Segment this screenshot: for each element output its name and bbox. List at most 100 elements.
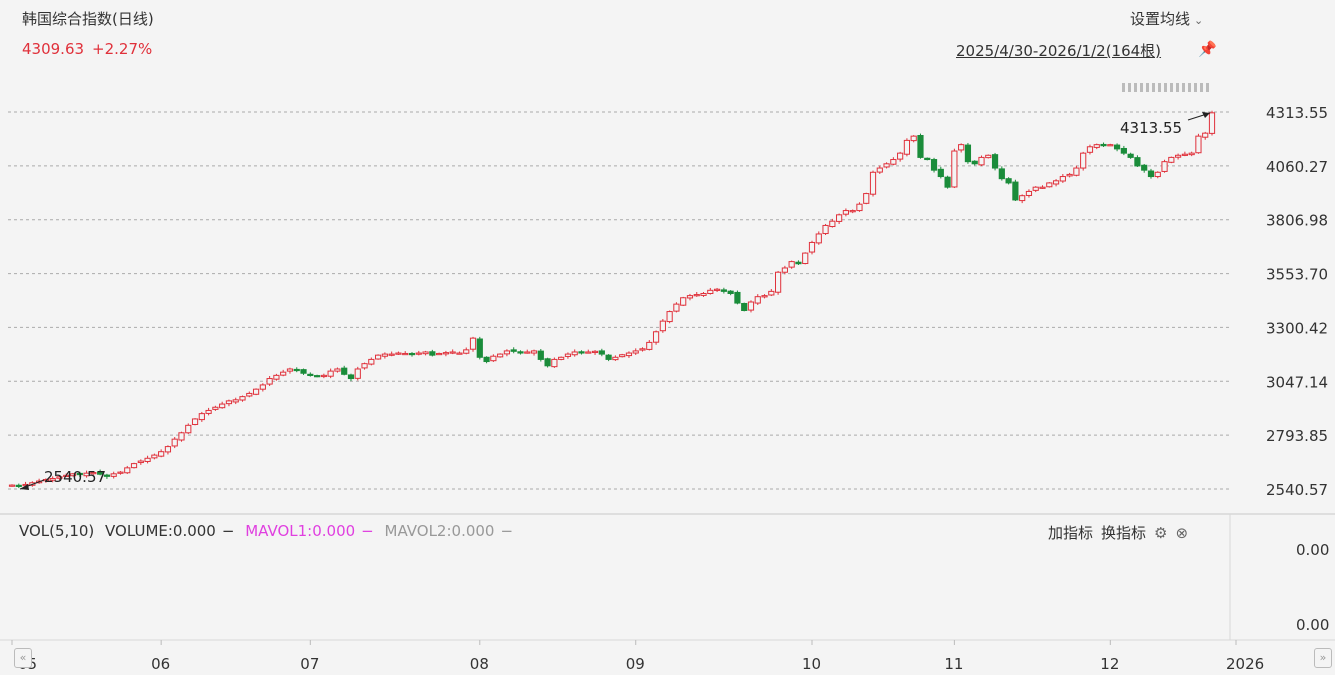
candle-up (747, 301, 755, 311)
candle-up (673, 303, 680, 312)
candle-down (1127, 153, 1134, 158)
candle-up (639, 348, 646, 351)
candle-up (1168, 156, 1175, 163)
close-icon[interactable]: ⊗ (1175, 524, 1189, 542)
candle-up (422, 351, 429, 355)
candle-up (883, 163, 890, 168)
candle-up (713, 288, 721, 291)
candle-up (320, 374, 327, 378)
candle-up (503, 350, 511, 355)
x-tick-label: 09 (626, 655, 645, 673)
candle-down (341, 367, 348, 375)
candle-up (646, 341, 653, 350)
candle-up (564, 353, 572, 357)
candle-up (49, 477, 56, 481)
candle-up (1107, 144, 1114, 147)
y-tick-label: 3300.42 (1266, 319, 1328, 337)
candle-up (829, 220, 836, 228)
add-indicator-button[interactable]: 加指标 (1048, 524, 1094, 542)
candle-up (808, 241, 816, 253)
candle-up (1195, 135, 1202, 154)
candle-up (863, 193, 870, 204)
candle-up (632, 350, 639, 354)
date-range-link[interactable]: 2025/4/30-2026/1/2(164根) (956, 42, 1162, 60)
range-marker-dot (1164, 83, 1167, 92)
candle-up (198, 413, 205, 421)
candle-up (219, 403, 226, 409)
candle-up (463, 349, 470, 354)
candle-up (768, 290, 775, 296)
candle-up (530, 350, 538, 354)
candle-up (1080, 152, 1087, 169)
candle-up (551, 358, 558, 368)
indicator-tools: 加指标 换指标 ⚙ ⊗ (1048, 522, 1196, 543)
candle-up (666, 311, 673, 323)
pin-icon[interactable]: 📌 (1198, 40, 1217, 58)
mavol1-dash: − (361, 522, 374, 540)
range-marker-dot (1128, 83, 1131, 92)
candle-up (1188, 152, 1195, 156)
candle-up (388, 353, 395, 356)
candle-down (605, 354, 612, 360)
candle-up (1181, 153, 1188, 156)
scroll-left-button[interactable]: « (14, 648, 32, 668)
candle-up (625, 352, 633, 357)
candle-up (591, 350, 599, 354)
candle-down (998, 168, 1005, 180)
mavol2-dash: − (500, 522, 514, 540)
candle-down (944, 176, 951, 188)
candle-up (381, 353, 388, 357)
candle-down (1120, 147, 1127, 154)
candle-up (612, 356, 619, 361)
candle-up (402, 352, 409, 356)
gear-icon[interactable]: ⚙ (1154, 524, 1168, 542)
y-tick-label: 3806.98 (1266, 212, 1328, 230)
range-marker-dot (1140, 83, 1143, 92)
scroll-right-button[interactable]: » (1314, 648, 1332, 668)
candle-up (395, 352, 402, 355)
candle-down (1005, 178, 1012, 184)
min-annotation-arrowhead (20, 484, 29, 490)
candle-up (693, 294, 700, 297)
candle-up (700, 292, 707, 296)
volume-y-tick: 0.00 (1296, 541, 1329, 559)
candle-up (1059, 176, 1066, 182)
candle-up (680, 297, 687, 306)
x-tick-label: 08 (470, 655, 489, 673)
range-marker-dot (1146, 83, 1149, 92)
candle-up (558, 356, 565, 360)
candle-down (924, 157, 931, 161)
candle-down (1141, 164, 1148, 171)
chart-title: 韩国综合指数(日线) (22, 10, 154, 28)
candle-up (1093, 144, 1100, 148)
candle-up (164, 446, 172, 453)
candle-up (958, 144, 965, 151)
candle-up (117, 471, 124, 474)
change-indicator-button[interactable]: 换指标 (1101, 524, 1147, 542)
candle-up (171, 438, 178, 447)
candle-up (659, 320, 666, 332)
candle-down (1012, 181, 1019, 201)
candle-up (354, 368, 361, 379)
candle-up (1175, 154, 1182, 158)
candle-up (571, 351, 578, 356)
candle-up (951, 150, 958, 188)
candle-up (497, 353, 504, 358)
range-marker-dot (1170, 83, 1173, 92)
candle-up (1202, 132, 1209, 138)
candle-up (978, 156, 985, 166)
vol-label: VOL(5,10) (19, 522, 95, 540)
ma-setting-button[interactable]: 设置均线 ⌄ (1130, 8, 1203, 29)
candle-up (761, 295, 768, 298)
y-tick-label: 4313.55 (1266, 104, 1328, 122)
candle-up (56, 476, 63, 479)
x-tick-label: 07 (300, 655, 319, 673)
candle-down (971, 160, 978, 165)
chevron-down-icon: ⌄ (1194, 14, 1204, 27)
candle-up (876, 167, 883, 173)
candle-down (510, 349, 517, 352)
candle-down (1113, 144, 1121, 150)
candle-up (225, 400, 233, 405)
max-annotation-arrowhead (1202, 112, 1210, 118)
